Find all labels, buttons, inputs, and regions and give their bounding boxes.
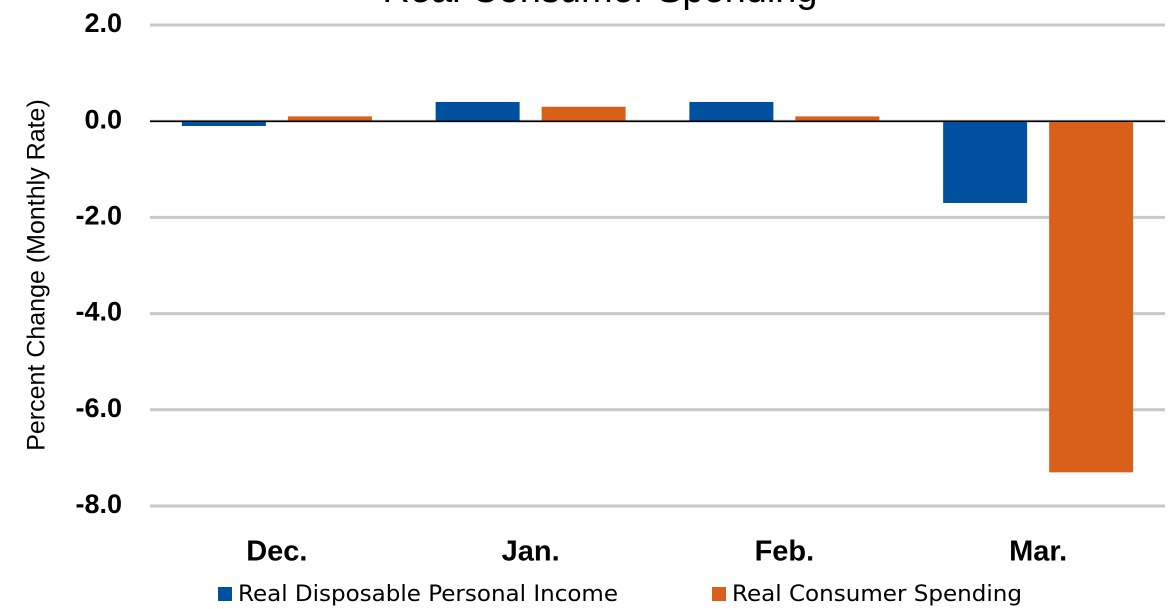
legend-swatch [712,587,726,601]
legend-label: Real Disposable Personal Income [238,582,618,607]
x-tick-label: Feb. [755,536,815,568]
legend-label: Real Consumer Spending [732,582,1022,607]
bar [287,116,372,122]
legend-swatch [218,587,232,601]
y-tick-label: 0.0 [84,104,122,134]
y-tick-label: -2.0 [75,201,122,231]
chart-title: Real Consumer Spending [382,0,817,11]
x-tick-label: Jan. [502,536,560,568]
bar [181,121,266,127]
x-tick-label: Dec. [246,536,307,568]
y-axis-label: Percent Change (Monthly Rate) [23,99,51,451]
bar [795,116,880,122]
x-tick-label: Mar. [1009,536,1067,568]
bar [1049,121,1134,473]
y-tick-label: -6.0 [75,393,122,423]
y-tick-label: 2.0 [84,8,122,38]
bar [943,121,1028,203]
y-tick-label: -8.0 [75,489,122,519]
bar [541,106,626,122]
bar [689,101,774,122]
y-tick-label: -4.0 [75,297,122,327]
bar [435,101,520,122]
